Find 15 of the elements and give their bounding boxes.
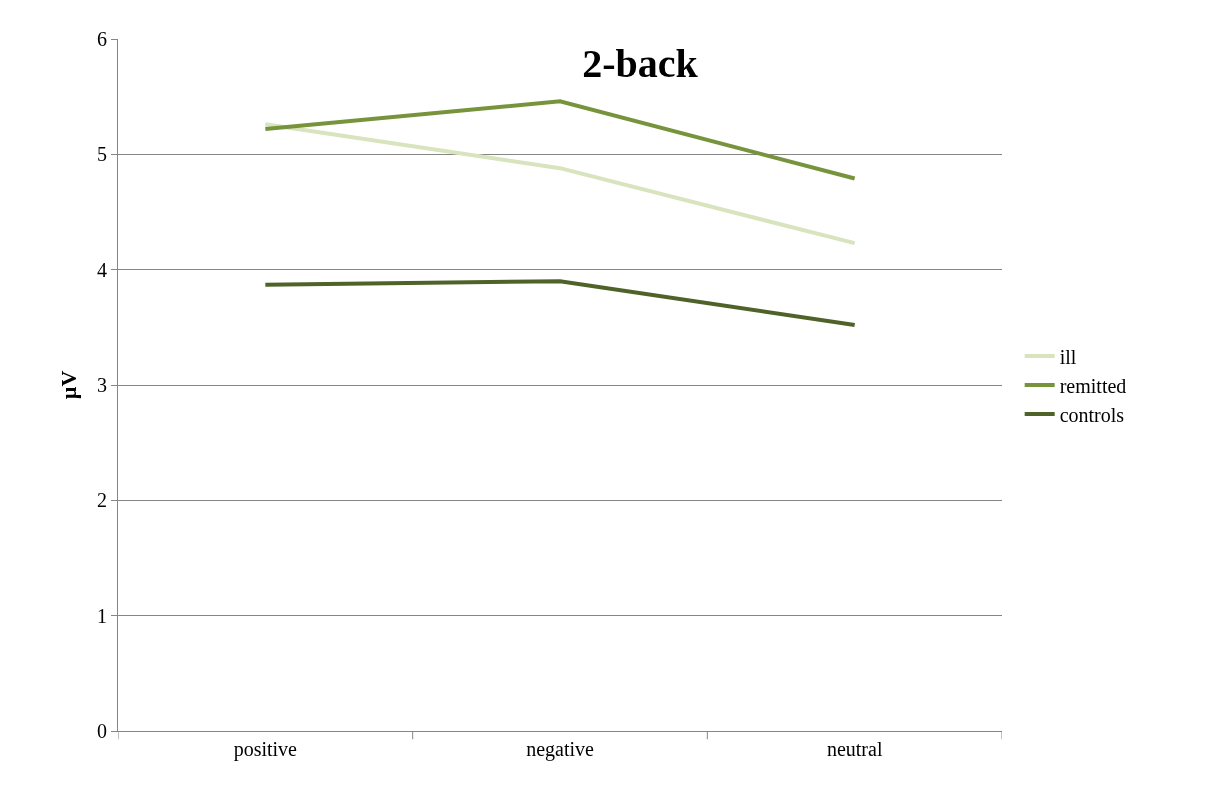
y-tick-label: 3	[97, 374, 107, 396]
legend-label: ill	[1059, 345, 1077, 368]
x-tick-label: positive	[233, 738, 298, 761]
y-axis-title: µV	[55, 370, 81, 400]
legend-label: controls	[1059, 403, 1125, 426]
y-tick-label: 0	[97, 720, 107, 742]
y-tick-label: 4	[97, 258, 107, 281]
x-tick-label: negative	[526, 738, 594, 761]
y-tick-label: 1	[97, 604, 107, 627]
y-tick-label: 5	[97, 143, 107, 166]
chart-title: 2-back	[582, 41, 699, 86]
y-tick-label: 2	[97, 489, 107, 512]
x-tick-label: neutral	[826, 738, 883, 760]
y-tick-label: 6	[97, 28, 107, 50]
legend-label: remitted	[1059, 374, 1127, 397]
